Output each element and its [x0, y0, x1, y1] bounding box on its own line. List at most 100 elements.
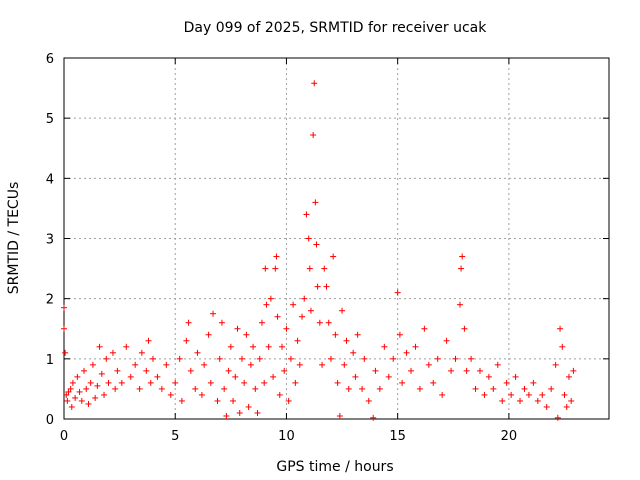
data-point	[241, 379, 248, 386]
data-point	[530, 379, 537, 386]
data-point	[339, 307, 346, 314]
data-point	[512, 373, 519, 380]
data-point	[521, 385, 528, 392]
data-point	[321, 265, 328, 272]
data-point	[319, 361, 326, 368]
data-point	[481, 391, 488, 398]
data-point	[283, 325, 290, 332]
data-point	[273, 253, 280, 260]
data-point	[267, 295, 274, 302]
y-tick-label: 1	[46, 353, 54, 368]
data-point	[443, 337, 450, 344]
data-point	[98, 370, 105, 377]
data-point	[261, 379, 268, 386]
data-point	[78, 397, 85, 404]
x-axis-label: GPS time / hours	[276, 459, 393, 475]
data-point	[301, 295, 308, 302]
data-point	[313, 241, 320, 248]
data-point	[216, 355, 223, 362]
chart-title: Day 099 of 2025, SRMTID for receiver uca…	[184, 20, 488, 36]
y-axis-label: SRMTID / TECUs	[6, 182, 22, 295]
data-point	[85, 400, 92, 407]
data-point	[341, 361, 348, 368]
data-point	[399, 379, 406, 386]
data-point	[198, 391, 205, 398]
data-point	[325, 319, 332, 326]
data-point	[114, 367, 121, 374]
data-point	[499, 397, 506, 404]
data-point	[390, 355, 397, 362]
data-point	[448, 367, 455, 374]
data-point	[312, 199, 319, 206]
data-point	[554, 414, 561, 421]
data-point	[290, 301, 297, 308]
data-point	[218, 319, 225, 326]
data-point	[276, 391, 283, 398]
data-point	[263, 301, 270, 308]
x-tick-label: 0	[60, 429, 68, 444]
data-point	[370, 414, 377, 421]
data-point	[272, 265, 279, 272]
data-point	[330, 253, 337, 260]
data-point	[463, 367, 470, 374]
data-point	[76, 388, 83, 395]
data-point	[138, 349, 145, 356]
data-point	[185, 319, 192, 326]
data-point	[62, 349, 69, 356]
data-point	[250, 343, 257, 350]
data-point	[539, 391, 546, 398]
data-point	[143, 367, 150, 374]
data-point	[456, 301, 463, 308]
data-point	[67, 385, 74, 392]
data-point	[227, 343, 234, 350]
data-point	[430, 379, 437, 386]
x-tick-label: 15	[389, 429, 406, 444]
data-point	[570, 367, 577, 374]
data-point	[568, 397, 575, 404]
data-point	[234, 325, 241, 332]
data-point	[561, 391, 568, 398]
data-point	[352, 373, 359, 380]
data-point	[112, 385, 119, 392]
data-point	[68, 403, 75, 410]
data-point	[534, 397, 541, 404]
data-point	[552, 361, 559, 368]
data-point	[311, 80, 318, 87]
data-point	[557, 325, 564, 332]
data-point	[145, 337, 152, 344]
data-point	[359, 385, 366, 392]
data-point	[103, 355, 110, 362]
data-point	[194, 349, 201, 356]
y-tick-label: 4	[46, 172, 54, 187]
data-point	[69, 379, 76, 386]
data-point	[458, 265, 465, 272]
data-point	[494, 361, 501, 368]
data-point	[207, 379, 214, 386]
data-point	[461, 325, 468, 332]
data-point	[281, 367, 288, 374]
data-point	[172, 379, 179, 386]
data-point	[279, 343, 285, 350]
y-tick-label: 5	[46, 112, 54, 127]
data-point	[323, 283, 330, 290]
data-point	[336, 412, 343, 419]
axis-ticks: 0 5 10 15 20 0 1 2 3 4 5 6	[46, 52, 609, 444]
data-point	[459, 253, 466, 260]
data-point	[167, 391, 174, 398]
data-point	[127, 373, 134, 380]
data-point	[525, 391, 532, 398]
data-point	[376, 385, 383, 392]
data-point	[101, 391, 108, 398]
x-tick-label: 10	[278, 429, 295, 444]
data-point	[72, 394, 79, 401]
data-point	[236, 409, 243, 416]
data-point	[81, 367, 88, 374]
data-point	[412, 343, 419, 350]
data-point	[74, 373, 81, 380]
data-point	[425, 361, 432, 368]
x-tick-label: 20	[501, 429, 518, 444]
data-point	[232, 373, 239, 380]
data-point	[287, 355, 294, 362]
x-tick-label: 5	[171, 429, 179, 444]
